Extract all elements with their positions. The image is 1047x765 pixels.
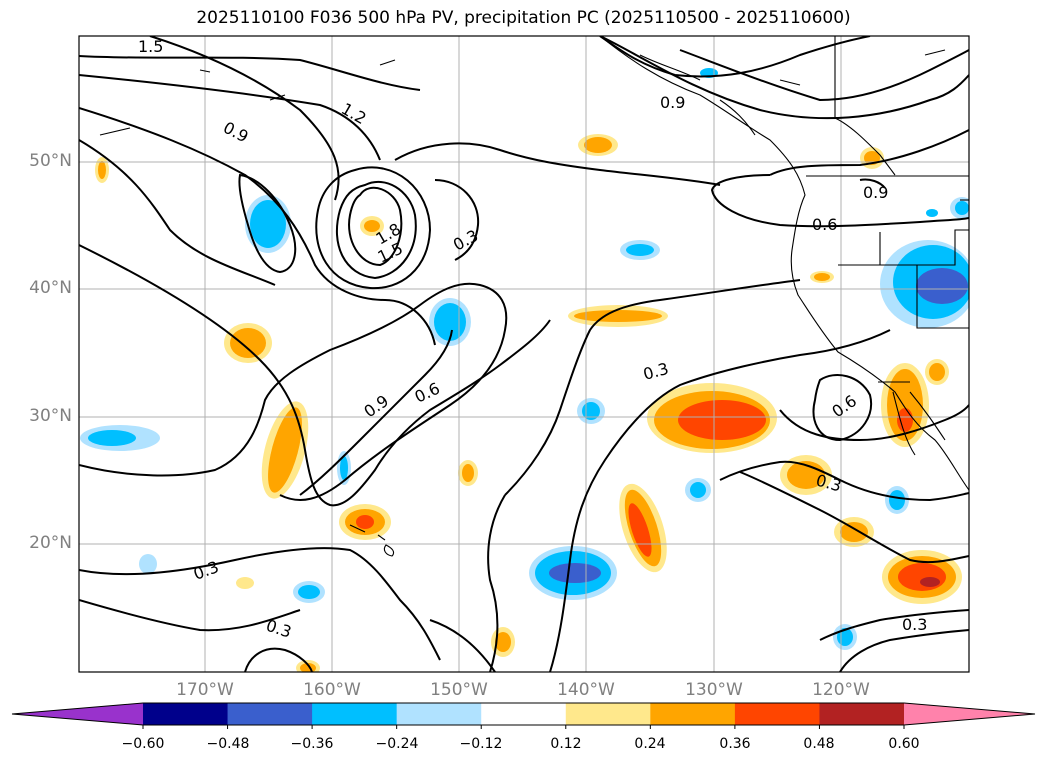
contour-label: 0.9 — [863, 183, 888, 202]
lon-tick-label: 140°W — [557, 680, 615, 700]
contour-label: 0.3 — [264, 616, 294, 642]
lon-tick-label: 160°W — [303, 680, 361, 700]
colorbar-segment — [312, 703, 398, 725]
lon-tick-label: 130°W — [685, 680, 743, 700]
colorbar-tick-label: 0.60 — [888, 736, 920, 752]
precip-blob — [298, 585, 320, 599]
colorbar-extend-min — [12, 703, 143, 725]
contour-label: 1.5 — [138, 37, 163, 56]
precip-blob — [626, 244, 654, 256]
precip-blob — [495, 632, 511, 652]
contour-label: 0.3 — [191, 557, 221, 584]
precip-blob — [929, 363, 945, 381]
colorbar-segment — [650, 703, 736, 725]
colorbar-tick-label: 0.36 — [719, 736, 751, 752]
contour-label: 0.6 — [812, 215, 837, 234]
colorbar-tick-label: 0.48 — [803, 736, 835, 752]
precipitation-shading — [80, 68, 969, 672]
precip-blob — [897, 408, 913, 432]
precip-blob — [628, 503, 652, 557]
colorbar-extend-max — [904, 703, 1035, 725]
precip-blob — [920, 577, 940, 587]
contour-label: 0.9 — [660, 93, 685, 112]
precip-blob — [840, 522, 868, 542]
colorbar-tick-label: −0.48 — [206, 736, 250, 752]
precip-blob — [916, 268, 968, 304]
colorbar-tick-label: −0.12 — [459, 736, 503, 752]
colorbar-tick-label: −0.24 — [375, 736, 419, 752]
pv-contours — [79, 36, 969, 672]
colorbar-segment — [143, 703, 229, 725]
map-title: 2025110100 F036 500 hPa PV, precipitatio… — [196, 8, 851, 28]
precip-blob — [98, 161, 106, 179]
coastlines — [99, 36, 969, 557]
colorbar-tick-label: −0.36 — [290, 736, 334, 752]
precip-blob — [955, 201, 969, 215]
precip-blob — [574, 310, 662, 322]
precip-blob — [584, 137, 612, 153]
precip-blob — [814, 273, 830, 281]
colorbar-segment — [565, 703, 651, 725]
precip-blob — [549, 563, 601, 583]
precip-blob — [236, 577, 254, 589]
map-plot-area: 1.5 1.2 0.9 1.8 1.5 0.3 0.9 0.6 0.6 0.9 … — [79, 36, 969, 672]
precip-blob — [678, 400, 766, 440]
precip-blob — [88, 430, 136, 446]
precip-blob — [340, 456, 348, 480]
colorbar-segment — [734, 703, 820, 725]
precip-blob — [462, 464, 474, 482]
precip-blob — [690, 482, 706, 498]
map-frame — [78, 35, 970, 673]
colorbar-tick-label: 0.12 — [550, 736, 582, 752]
contour-label: 0.9 — [220, 118, 251, 147]
colorbar-tick-label: 0.24 — [634, 736, 666, 752]
graticule — [79, 36, 969, 672]
precip-blob — [364, 220, 380, 232]
contour-label: 0.3 — [641, 359, 671, 384]
lon-tick-label: 150°W — [430, 680, 488, 700]
contour-label: 1.2 — [338, 99, 370, 128]
precip-blob — [139, 554, 157, 574]
lon-tick-label: 170°W — [176, 680, 234, 700]
precip-blob — [250, 200, 286, 248]
colorbar — [11, 702, 1036, 729]
contour-label: 0.3 — [902, 615, 927, 634]
precip-blob — [889, 490, 905, 510]
colorbar-segments — [143, 703, 905, 725]
precip-blob — [434, 303, 466, 341]
precip-blob — [898, 563, 946, 591]
lat-tick-label: 30°N — [29, 406, 72, 426]
precip-blob — [887, 369, 923, 441]
colorbar-segment — [227, 703, 313, 725]
colorbar-tick-label: −0.60 — [121, 736, 165, 752]
colorbar-segment — [819, 703, 905, 725]
precip-blob — [356, 515, 374, 529]
lat-tick-label: 50°N — [29, 151, 72, 171]
lat-tick-label: 20°N — [29, 533, 72, 553]
precip-blob — [230, 328, 266, 358]
lon-tick-label: 120°W — [812, 680, 870, 700]
precip-blob — [268, 407, 302, 493]
colorbar-segment — [396, 703, 482, 725]
colorbar-segment — [481, 703, 567, 725]
lat-tick-label: 40°N — [29, 278, 72, 298]
precip-blob — [926, 209, 938, 217]
